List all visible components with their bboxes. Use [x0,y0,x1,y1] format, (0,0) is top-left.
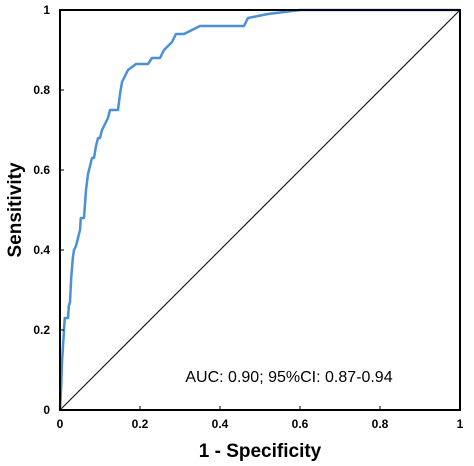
y-axis-label: Sensitivity [5,162,26,257]
x-tick-label: 0.4 [212,417,229,431]
plot-layer [58,8,461,411]
y-tick-label: 0 [43,403,50,417]
y-tick-label: 0.2 [33,323,50,337]
x-axis-label: 1 - Specificity [199,441,322,462]
x-tick-label: 1 [457,417,464,431]
y-tick-label: 0.6 [33,163,50,177]
roc-curve-line [58,8,460,411]
y-tick-label: 0.4 [33,243,50,257]
plot-frame [59,9,461,411]
x-tick-label: 0 [57,417,64,431]
reference-diagonal-line [59,9,461,411]
y-tick-label: 1 [43,3,50,17]
x-tick-label: 0.6 [292,417,309,431]
x-tick-label: 0.2 [132,417,149,431]
tick-layer: 0 0.2 0.4 0.6 0.8 1 0 0.2 0.4 0.6 0.8 1 [33,3,463,431]
x-tick-label: 0.8 [372,417,389,431]
y-tick-label: 0.8 [33,83,50,97]
auc-annotation: AUC: 0.90; 95%CI: 0.87-0.94 [185,369,392,386]
